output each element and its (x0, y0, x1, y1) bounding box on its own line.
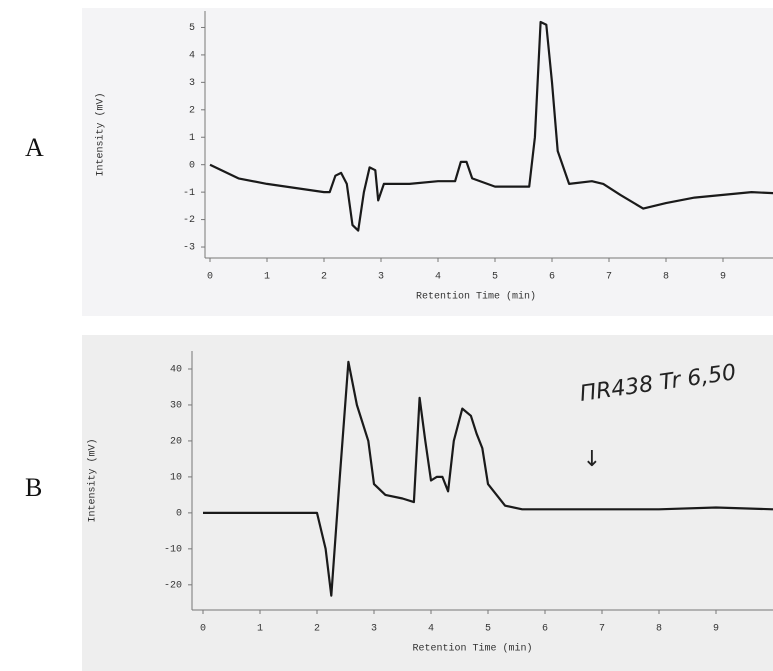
y-tick-label: 3 (189, 78, 195, 89)
y-tick-label: 30 (170, 401, 182, 412)
y-tick-label: 1 (189, 133, 195, 144)
x-tick-label: 4 (428, 624, 434, 635)
y-tick-label: -10 (164, 544, 182, 555)
x-tick-label: 7 (599, 624, 605, 635)
y-tick-label: 5 (189, 23, 195, 34)
x-tick-label: 4 (435, 272, 441, 283)
x-tick-label: 0 (200, 624, 206, 635)
data-line (209, 20, 773, 232)
x-tick-label: 6 (542, 624, 548, 635)
y-tick-label: 0 (176, 509, 182, 520)
panel-label: B (25, 473, 42, 502)
photo-a (82, 8, 773, 316)
x-tick-label: 8 (656, 624, 662, 635)
x-tick-label: 7 (606, 272, 612, 283)
x-tick-label: 1 (257, 624, 263, 635)
y-tick-label: 10 (170, 473, 182, 484)
x-tick-label: 5 (492, 272, 498, 283)
y-tick-label: 2 (189, 105, 195, 116)
x-tick-label: 0 (207, 272, 213, 283)
x-axis-label: Retention Time (min) (412, 643, 532, 655)
y-axis-label: Intensity (mV) (95, 92, 107, 176)
x-tick-label: 1 (264, 272, 270, 283)
x-tick-label: 8 (663, 272, 669, 283)
x-tick-label: 2 (321, 272, 327, 283)
photo-b (82, 335, 773, 671)
x-axis-label: Retention Time (min) (416, 291, 536, 303)
x-tick-label: 9 (720, 272, 726, 283)
y-axis-label: Intensity (mV) (87, 438, 99, 522)
annotation-arrow: ↓ (583, 447, 601, 472)
panel-label: A (25, 133, 44, 162)
x-tick-label: 2 (314, 624, 320, 635)
x-tick-label: 3 (371, 624, 377, 635)
y-tick-label: 4 (189, 51, 195, 62)
y-tick-label: 40 (170, 365, 182, 376)
x-tick-label: 9 (713, 624, 719, 635)
y-tick-label: -1 (183, 188, 195, 199)
x-tick-label: 6 (549, 272, 555, 283)
y-tick-label: -20 (164, 580, 182, 591)
y-tick-label: -3 (183, 243, 195, 254)
x-tick-label: 3 (378, 272, 384, 283)
y-tick-label: 20 (170, 437, 182, 448)
y-tick-label: 0 (189, 160, 195, 171)
x-tick-label: 5 (485, 624, 491, 635)
y-tick-label: -2 (183, 215, 195, 226)
data-line (203, 360, 773, 597)
